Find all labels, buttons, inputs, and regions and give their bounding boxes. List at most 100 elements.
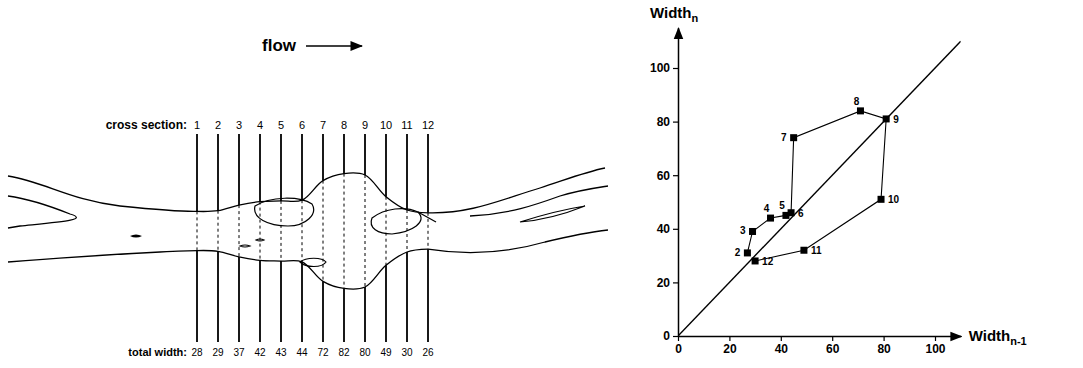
data-point [788, 209, 795, 216]
tick-mark [832, 336, 833, 341]
section-line [301, 134, 303, 200]
y-axis: 0 20 40 60 80 100 [650, 28, 679, 343]
tick: 60 [657, 169, 678, 183]
section-line [406, 134, 408, 210]
plot-area [678, 41, 961, 336]
section-line [343, 288, 345, 342]
width-value: 37 [233, 347, 245, 358]
axis-title-subscript: n-1 [1010, 335, 1026, 347]
tick-label: 60 [826, 342, 840, 356]
section-width [239, 205, 240, 257]
x-axis: 0 20 40 60 80 100 [675, 336, 961, 356]
x-axis-line [679, 336, 962, 338]
section-number: 5 [278, 119, 284, 131]
section-number: 6 [299, 119, 305, 131]
section-line [406, 252, 408, 342]
tick-mark [678, 336, 679, 341]
data-point [857, 107, 864, 114]
tick: 100 [925, 336, 945, 356]
section-number: 2 [215, 119, 221, 131]
section-number: 11 [401, 119, 412, 131]
section-line [364, 134, 366, 175]
section-width [407, 210, 408, 252]
section-line [280, 261, 282, 342]
tick-label: 60 [657, 169, 671, 183]
tick-label: 20 [723, 342, 737, 356]
tick-mark [673, 175, 678, 176]
section-width [281, 201, 282, 261]
cross-section: 1049 [380, 119, 392, 358]
x-axis-title: Widthn-1 [969, 327, 1027, 347]
island [371, 209, 421, 234]
section-number: 4 [257, 119, 263, 131]
tick-label: 0 [663, 329, 670, 343]
width-value: 49 [380, 347, 392, 358]
section-line [196, 251, 198, 342]
island [240, 245, 250, 247]
data-point [878, 196, 885, 203]
section-width [428, 213, 429, 249]
tick: 20 [723, 336, 737, 356]
point-label: 7 [781, 132, 787, 143]
cross-section: 128 [191, 119, 203, 358]
data-point [790, 134, 797, 141]
tick-label: 100 [650, 61, 670, 75]
width-value: 43 [275, 347, 287, 358]
island-tail [418, 212, 436, 222]
section-line [385, 134, 387, 197]
width-value: 44 [296, 347, 308, 358]
tick: 80 [657, 115, 678, 129]
river-bank [470, 186, 608, 216]
tick-mark [935, 336, 936, 341]
river-bank [8, 196, 76, 228]
section-width [365, 175, 366, 287]
river-bar [130, 235, 142, 238]
river-diagram: 128229337442543644772882980104911301226c… [8, 36, 608, 358]
section-line [427, 134, 429, 213]
section-line [259, 260, 261, 342]
point-label: 10 [888, 194, 900, 205]
tick-mark [781, 336, 782, 341]
point-label: 2 [735, 247, 741, 258]
cross-section: 337 [233, 119, 245, 358]
point-label: 4 [764, 203, 770, 214]
point-label: 12 [762, 256, 774, 267]
tick: 20 [657, 276, 678, 290]
tick-label: 0 [675, 342, 682, 356]
tick-label: 80 [657, 115, 671, 129]
point-label: 3 [740, 225, 746, 236]
river-bank-bottom [197, 249, 428, 289]
section-number: 8 [341, 119, 347, 131]
axis-title-text: Width [650, 4, 692, 21]
section-line [238, 257, 240, 342]
point-label: 5 [779, 200, 785, 211]
section-width [344, 174, 345, 289]
figure: 128229337442543644772882980104911301226c… [0, 0, 1083, 368]
river-bank [8, 176, 197, 212]
tick-label: 80 [877, 342, 891, 356]
river-bank [428, 168, 605, 213]
section-width [260, 202, 261, 261]
tick-mark [883, 336, 884, 341]
tick: 40 [657, 222, 678, 236]
diagonal [678, 41, 961, 336]
cross-section: 229 [212, 119, 224, 358]
section-number: 12 [422, 119, 434, 131]
tick-label: 100 [925, 342, 945, 356]
section-line [238, 134, 240, 205]
flow-label: flow [262, 36, 297, 55]
width-value: 26 [422, 347, 434, 358]
data-point [752, 257, 759, 264]
width-label: total width: [128, 346, 187, 358]
y-axis-title: Widthn [650, 4, 699, 24]
cross-section: 980 [359, 119, 371, 358]
data-point [767, 215, 774, 222]
cross-section: 12 26 [422, 119, 434, 358]
tick-label: 40 [775, 342, 789, 356]
river-bank [428, 230, 608, 253]
width-value: 30 [401, 347, 413, 358]
point-label: 8 [854, 96, 860, 107]
width-value: 28 [191, 347, 203, 358]
section-width [386, 197, 387, 266]
tick-label: 20 [657, 276, 671, 290]
